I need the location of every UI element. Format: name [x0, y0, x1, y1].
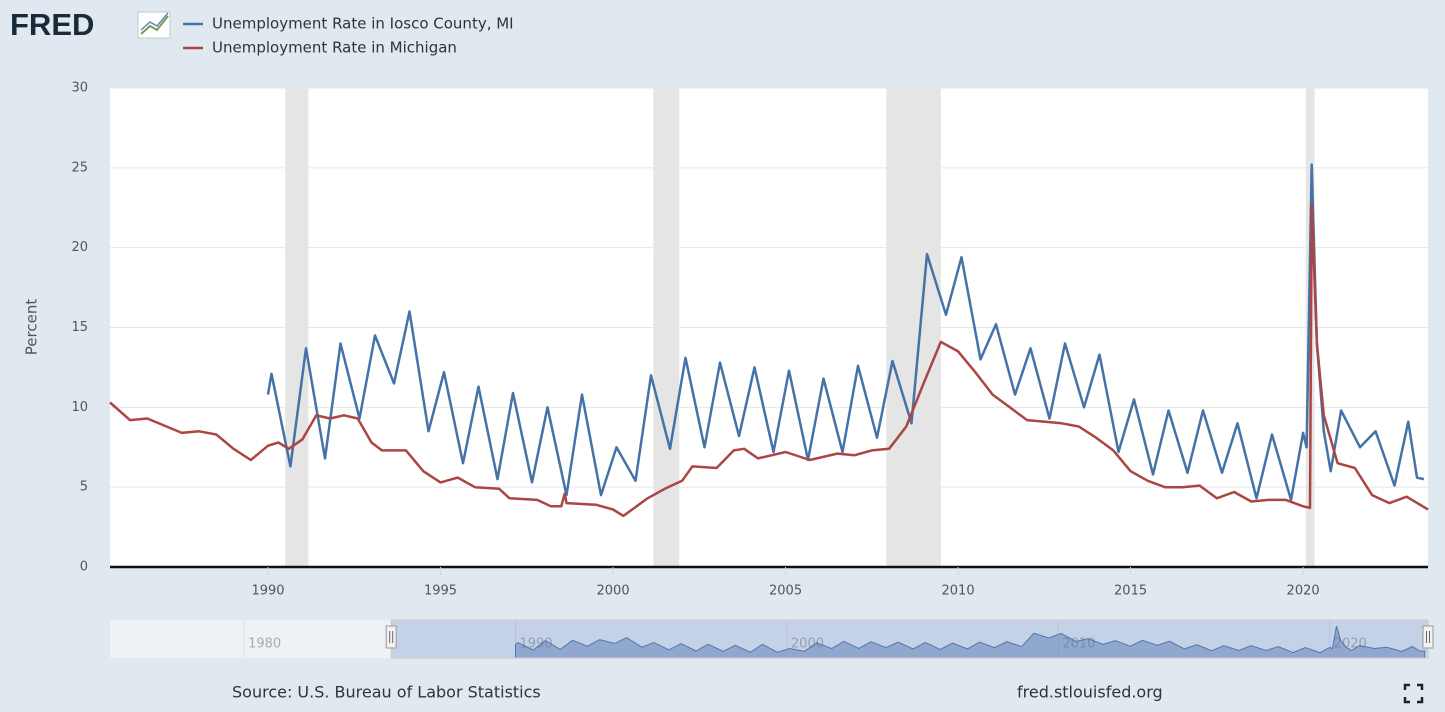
navigator-window [390, 619, 1429, 659]
series-line [266, 163, 1425, 502]
series-line [109, 203, 1429, 518]
navigator-handle[interactable] [385, 625, 397, 649]
y-tick-label: 25 [71, 160, 88, 175]
navigator-label: 2020 [1334, 637, 1367, 652]
source: Source: U.S. Bureau of Labor Statistics [232, 683, 541, 702]
navigator [110, 620, 1428, 658]
y-tick-label: 15 [71, 320, 88, 335]
x-tick-label: 2005 [769, 584, 802, 599]
x-tick-label: 2000 [597, 584, 630, 599]
site-link[interactable]: fred.stlouisfed.org [1017, 683, 1163, 702]
legend-label: Unemployment Rate in Michigan [212, 39, 457, 57]
logo-icon [137, 11, 171, 39]
logo: FRED [10, 7, 94, 42]
y-tick-label: 30 [71, 81, 88, 96]
x-tick-label: 2010 [942, 584, 975, 599]
navigator-label: 1980 [248, 637, 281, 652]
y-tick-label: 0 [80, 560, 88, 575]
navigator-handle[interactable] [1422, 625, 1434, 649]
y-tick-label: 10 [71, 400, 88, 415]
x-tick-label: 2020 [1287, 584, 1320, 599]
navigator-area [515, 625, 1426, 659]
y-tick-label: 20 [71, 240, 88, 255]
x-tick-label: 1990 [251, 584, 284, 599]
navigator-label: 2010 [1062, 637, 1095, 652]
navigator-label: 2000 [791, 637, 824, 652]
fullscreen-icon[interactable] [1403, 683, 1424, 704]
y-axis-label: Percent [23, 299, 41, 356]
y-tick-label: 5 [80, 480, 88, 495]
x-tick-label: 1995 [424, 584, 457, 599]
legend-label: Unemployment Rate in Iosco County, MI [212, 15, 514, 33]
x-tick-label: 2015 [1114, 584, 1147, 599]
